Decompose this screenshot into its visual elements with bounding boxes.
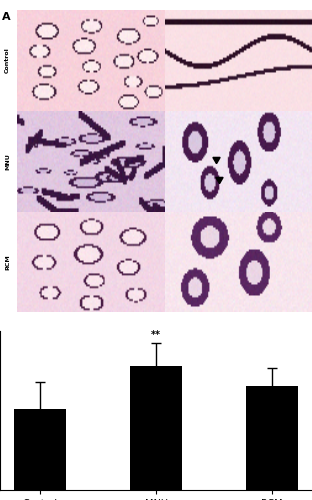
Bar (246, 386, 298, 490)
Bar (14, 408, 66, 490)
Text: Control: Control (5, 48, 10, 74)
Text: **: ** (151, 330, 161, 340)
Bar (130, 366, 182, 490)
Text: RCM: RCM (5, 254, 10, 270)
Text: A: A (2, 12, 10, 22)
Text: MNU: MNU (5, 152, 10, 170)
